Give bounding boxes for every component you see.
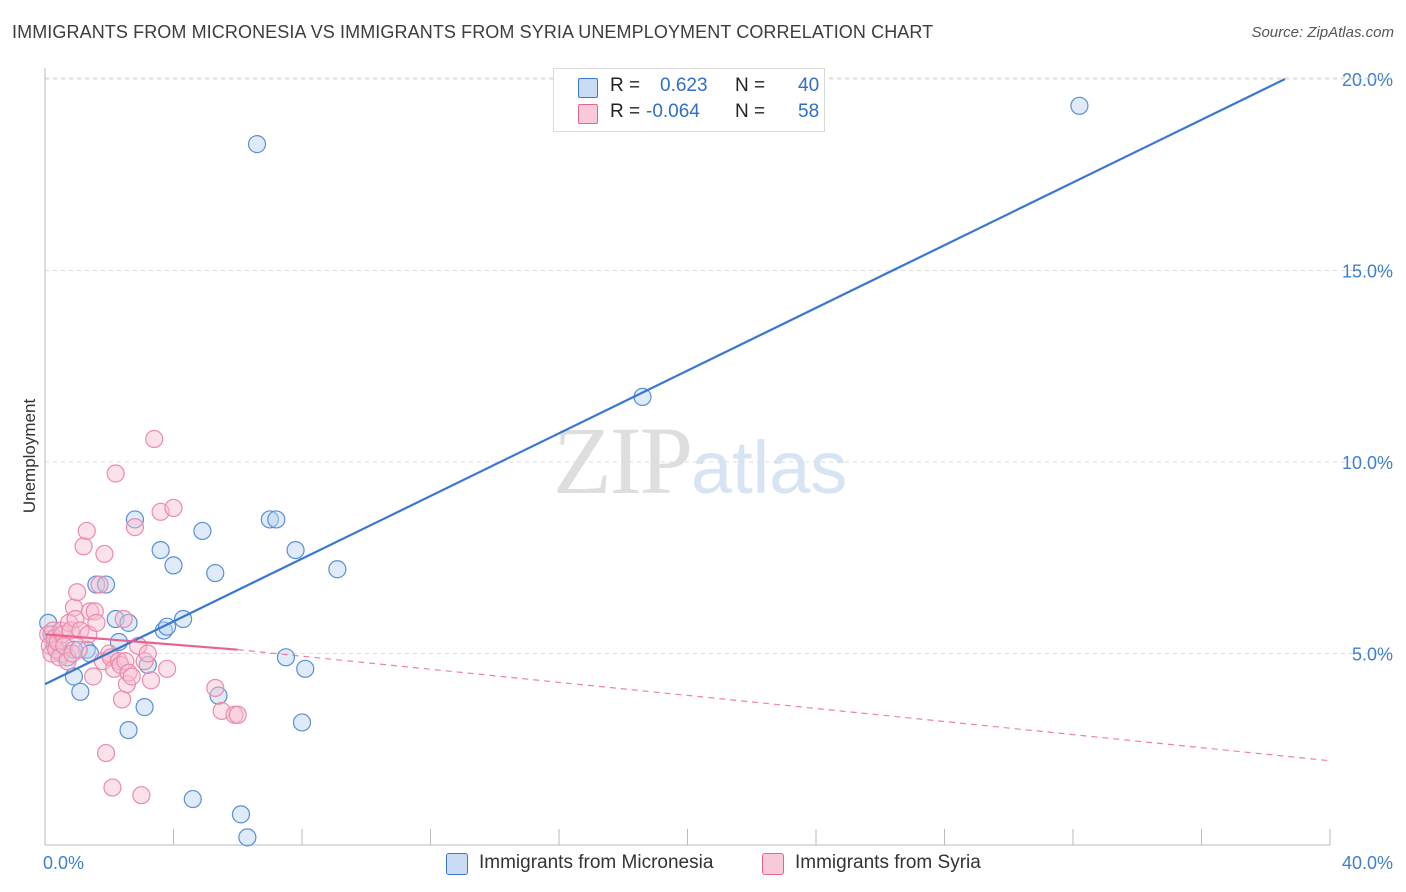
micronesia-point xyxy=(260,510,279,529)
syria-point xyxy=(68,583,87,602)
x-tick-label: 40.0% xyxy=(1342,853,1393,873)
syria-point xyxy=(122,667,141,686)
syria-point xyxy=(61,621,80,640)
chart-title: IMMIGRANTS FROM MICRONESIA VS IMMIGRANTS… xyxy=(12,22,934,42)
syria-point xyxy=(74,537,93,556)
micronesia-point xyxy=(238,828,257,847)
watermark: ZIPatlas xyxy=(553,405,847,516)
y-axis-label: Unemployment xyxy=(20,399,39,514)
series-swatch-micronesia xyxy=(446,853,468,875)
micronesia-point xyxy=(247,135,267,154)
y-tick-label: 15.0% xyxy=(1342,262,1393,282)
micronesia-point xyxy=(125,510,145,529)
syria-point xyxy=(132,786,151,805)
micronesia-point xyxy=(286,540,305,560)
legend-swatch-syria xyxy=(578,104,598,124)
legend-n-label: N = xyxy=(735,75,766,96)
syria-point xyxy=(157,659,177,678)
syria-point xyxy=(90,575,109,594)
micronesia-point xyxy=(119,720,138,740)
syria-point xyxy=(77,521,96,541)
micronesia-point xyxy=(231,805,251,824)
micronesia-point xyxy=(276,648,296,667)
syria-point xyxy=(228,705,247,724)
legend-n-label: N = xyxy=(735,101,766,122)
syria-point xyxy=(112,690,132,709)
syria-point xyxy=(103,778,122,797)
syria-point xyxy=(141,671,161,690)
syria-point xyxy=(96,743,116,763)
micronesia-point xyxy=(183,789,202,809)
legend-r-label: R = xyxy=(610,75,641,96)
syria-point xyxy=(80,602,100,621)
micronesia-point xyxy=(267,510,286,529)
syria-point xyxy=(125,518,145,537)
micronesia-point xyxy=(633,387,652,406)
micronesia-trend-line xyxy=(44,78,1286,686)
legend-n-value: 40 xyxy=(798,75,820,96)
x-tick-label: 0.0% xyxy=(43,853,84,873)
y-tick-label: 20.0% xyxy=(1342,70,1393,90)
micronesia-point xyxy=(193,521,212,541)
micronesia-point xyxy=(296,659,315,678)
syria-point xyxy=(95,544,114,564)
micronesia-point xyxy=(206,563,225,583)
syria-point xyxy=(145,429,164,449)
syria-point xyxy=(116,652,135,671)
syria-point xyxy=(106,464,125,483)
micronesia-point xyxy=(151,540,170,560)
series-label-syria: Immigrants from Syria xyxy=(795,852,981,873)
micronesia-point xyxy=(1070,96,1089,115)
legend-r-value: -0.064 xyxy=(646,101,700,122)
series-label-micronesia: Immigrants from Micronesia xyxy=(479,852,714,873)
syria-point xyxy=(138,644,157,663)
correlation-legend: R = 0.623 N = 40 R = -0.064 N = 58 xyxy=(553,68,825,132)
micronesia-point xyxy=(135,698,154,717)
legend-n-value: 58 xyxy=(798,101,820,122)
micronesia-point xyxy=(96,575,116,594)
legend-r-value: 0.623 xyxy=(660,75,708,96)
syria-point xyxy=(66,609,85,629)
syria-point xyxy=(206,678,225,698)
series-swatch-syria xyxy=(762,853,784,875)
syria-point xyxy=(164,498,183,518)
syria-trend-extension xyxy=(237,649,1331,762)
syria-trend-line xyxy=(44,633,238,651)
syria-point xyxy=(87,613,106,632)
watermark-atlas: atlas xyxy=(691,426,848,509)
source-label: Source: ZipAtlas.com xyxy=(1251,24,1394,41)
y-tick-label: 5.0% xyxy=(1352,645,1393,665)
micronesia-point xyxy=(328,560,347,579)
micronesia-point xyxy=(71,682,90,701)
syria-point xyxy=(85,602,104,621)
syria-point xyxy=(69,640,88,659)
legend-swatch-micronesia xyxy=(578,78,598,98)
legend-r-label: R = xyxy=(610,101,641,122)
y-tick-label: 10.0% xyxy=(1342,453,1393,473)
micronesia-point xyxy=(292,713,312,732)
micronesia-point xyxy=(164,556,183,575)
syria-point xyxy=(84,667,103,686)
syria-point xyxy=(114,609,133,629)
